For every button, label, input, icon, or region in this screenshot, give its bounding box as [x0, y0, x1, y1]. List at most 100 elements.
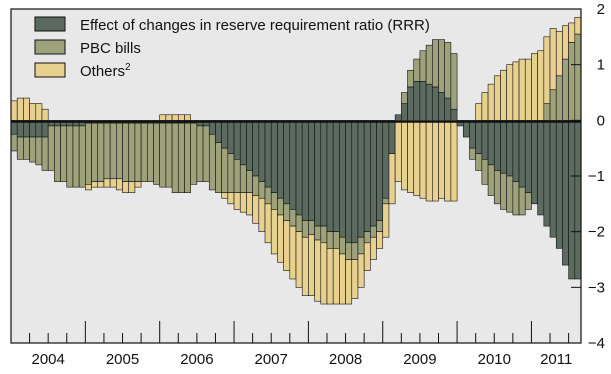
bar-segment-series-1-month-10	[72, 125, 80, 188]
y-tick-label: −4	[588, 335, 605, 352]
bar-segment-series-2-month-25	[165, 114, 173, 121]
bar-segment-series-0-month-52	[332, 120, 340, 232]
bar-segment-series-2-month-12	[85, 184, 92, 191]
bar-segment-series-2-month-43	[277, 214, 284, 263]
bar-segment-series-2-month-79	[500, 69, 507, 121]
bar-segment-series-1-month-21	[140, 122, 148, 182]
bar-segment-series-1-month-31	[202, 125, 210, 182]
bar-segment-series-2-month-58	[370, 236, 377, 260]
bar-segment-series-0-month-42	[270, 120, 278, 194]
bar-segment-series-0-month-74	[469, 120, 476, 149]
bar-segment-series-0-month-73	[462, 120, 470, 138]
bar-segment-series-2-month-36	[233, 192, 241, 210]
bar-segment-series-2-month-19	[128, 181, 136, 194]
bar-segment-series-2-month-52	[332, 248, 340, 305]
bar-segment-series-0-month-56	[357, 120, 365, 238]
bar-segment-series-2-month-53	[339, 253, 346, 305]
bar-segment-series-0-month-40	[258, 120, 266, 182]
bar-segment-series-1-month-26	[171, 122, 179, 194]
bar-segment-series-0-month-69	[438, 92, 445, 121]
y-axis-labels: 2 1 0 −1 −2 −3 −4	[588, 1, 605, 352]
bar-segment-series-1-month-24	[159, 122, 167, 188]
bar-segment-series-2-month-89	[562, 25, 569, 60]
bar-segment-series-1-month-50	[320, 225, 328, 244]
bar-segment-series-0-month-59	[376, 120, 384, 221]
bar-segment-series-2-month-56	[357, 253, 365, 288]
bar-segment-series-0-month-82	[518, 120, 526, 188]
bar-segment-series-0-month-3	[29, 120, 37, 138]
bar-segment-series-1-month-43	[277, 197, 284, 216]
bar-segment-series-0-month-61	[388, 120, 396, 155]
bar-segment-series-1-month-39	[252, 175, 260, 196]
bar-segment-series-2-month-87	[549, 28, 557, 91]
bar-segment-series-0-month-33	[215, 120, 222, 143]
bar-segment-series-2-month-65	[413, 120, 421, 196]
bar-segment-series-1-month-8	[60, 125, 68, 182]
bar-segment-series-2-month-34	[221, 192, 229, 199]
bar-segment-series-2-month-2	[23, 97, 30, 121]
bar-segment-series-2-month-28	[184, 114, 191, 121]
bar-segment-series-2-month-68	[431, 120, 439, 202]
bar-segment-series-0-month-50	[320, 120, 328, 227]
bar-segment-series-1-month-44	[283, 203, 291, 221]
bar-segment-series-0-month-43	[277, 120, 284, 199]
bar-segment-series-0-month-88	[555, 120, 563, 249]
bar-segment-series-1-month-18	[122, 122, 130, 182]
legend-swatch-rrr	[34, 16, 66, 32]
bar-segment-series-0-month-5	[41, 120, 49, 138]
bar-segment-series-0-month-91	[574, 120, 582, 280]
bar-segment-series-0-month-79	[500, 120, 507, 174]
bar-segment-series-0-month-45	[289, 120, 297, 210]
bar-segment-series-2-month-54	[345, 259, 353, 305]
bar-segment-series-1-month-17	[116, 122, 123, 180]
bar-segment-series-2-month-91	[574, 17, 582, 35]
bar-segment-series-0-month-86	[543, 120, 551, 227]
bar-segment-series-2-month-37	[239, 192, 247, 213]
bar-segment-series-1-month-68	[431, 39, 439, 88]
y-tick-label: −1	[588, 168, 605, 185]
bar-segment-series-2-month-3	[29, 103, 37, 121]
bar-segment-series-2-month-55	[351, 259, 359, 299]
bar-segment-series-1-month-79	[500, 172, 507, 210]
bar-segment-series-1-month-47	[301, 220, 309, 238]
bar-segment-series-2-month-38	[246, 192, 253, 216]
bar-segment-series-1-month-3	[29, 136, 37, 163]
legend: Effect of changes in reserve requirement…	[34, 16, 430, 80]
bar-segment-series-2-month-44	[283, 220, 291, 271]
bar-segment-series-1-month-19	[128, 122, 136, 182]
bar-segment-series-1-month-36	[233, 159, 241, 194]
bar-segment-series-0-month-71	[450, 108, 458, 121]
bar-segment-series-1-month-2	[23, 136, 30, 160]
bar-segment-series-2-month-75	[475, 103, 483, 121]
bar-segment-series-2-month-48	[308, 234, 315, 296]
legend-label-others-text: Others	[80, 63, 125, 80]
bar-segment-series-0-month-63	[401, 103, 408, 121]
bar-segment-series-2-month-4	[35, 103, 43, 121]
bar-segment-series-2-month-78	[493, 75, 501, 121]
bar-segment-series-2-month-61	[388, 153, 396, 205]
bar-segment-series-1-month-59	[376, 220, 384, 232]
bar-segment-series-1-month-45	[289, 209, 297, 227]
bar-segment-series-2-month-84	[531, 53, 538, 121]
y-axis-ticks	[571, 8, 581, 344]
bar-segment-series-1-month-53	[339, 236, 346, 255]
bar-segment-series-0-month-49	[314, 120, 322, 227]
bar-segment-series-0-month-83	[524, 120, 532, 194]
bar-segment-series-1-month-86	[543, 103, 551, 121]
bar-segment-series-2-month-14	[97, 181, 105, 188]
bar-segment-series-0-month-60	[382, 120, 390, 199]
bar-segment-series-0-month-1	[16, 120, 24, 138]
bar-segment-series-1-month-0	[10, 133, 18, 152]
bar-segment-series-1-month-22	[147, 122, 154, 182]
bar-segment-series-1-month-35	[227, 153, 235, 193]
bar-segment-series-0-month-36	[233, 120, 241, 160]
bar-segment-series-1-month-30	[196, 125, 204, 182]
bar-segment-series-2-month-59	[376, 231, 384, 249]
bar-segment-series-1-month-77	[487, 164, 495, 196]
bar-segment-series-2-month-83	[524, 58, 532, 121]
bar-segment-series-1-month-83	[524, 192, 532, 210]
bar-segment-series-0-month-89	[562, 120, 569, 266]
bar-segment-series-2-month-71	[450, 120, 458, 202]
bar-segment-series-1-month-65	[413, 58, 421, 82]
